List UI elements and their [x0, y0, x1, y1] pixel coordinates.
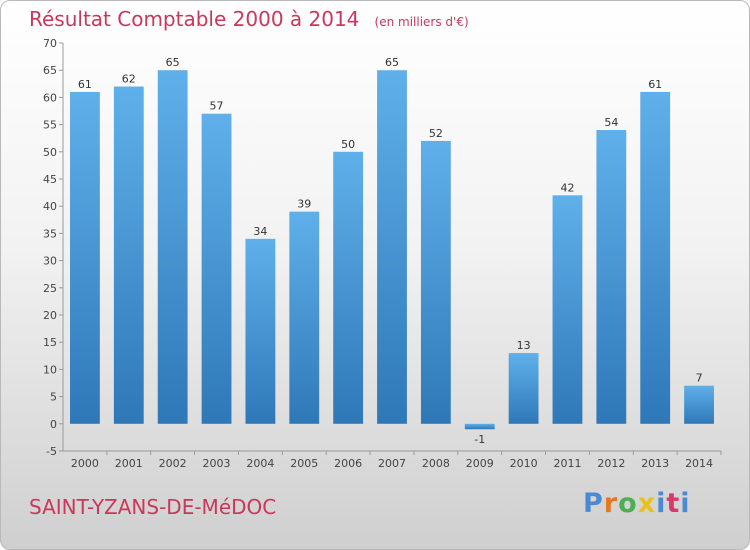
- y-tick-label: 40: [43, 200, 57, 213]
- bar-2006: [333, 151, 364, 424]
- y-tick-label: 10: [43, 363, 57, 376]
- data-label-2006: 50: [341, 138, 355, 151]
- x-tick-label-2004: 2004: [246, 457, 274, 470]
- data-label-2012: 54: [604, 116, 618, 129]
- bar-2013: [640, 91, 671, 424]
- axes: -5 0 5 10 15 20 25 30 35 40 45 50 55 60 65 70 2000 2001 20…: [43, 37, 722, 470]
- y-tick-label: 50: [43, 146, 57, 159]
- bar-2008: [420, 140, 451, 424]
- bar-2001: [113, 86, 144, 424]
- logo-letter: r: [603, 488, 619, 519]
- bar-2003: [201, 113, 232, 424]
- bar-2007: [377, 70, 407, 424]
- data-label-2001: 62: [122, 73, 136, 86]
- data-label-2004: 34: [253, 225, 267, 238]
- place-name: SAINT-YZANS-DE-MéDOC: [29, 495, 277, 519]
- data-label-2007: 65: [385, 56, 399, 69]
- bar-2014: [684, 385, 714, 424]
- data-label-2010: 13: [517, 339, 531, 352]
- data-label-2000: 61: [78, 78, 92, 91]
- x-tick-label-2002: 2002: [159, 457, 187, 470]
- bar-2012: [596, 130, 627, 424]
- y-tick-label: 60: [43, 91, 57, 104]
- x-tick-label-2010: 2010: [510, 457, 538, 470]
- y-tick-label: 25: [43, 282, 57, 295]
- bar-chart: -5 0 5 10 15 20 25 30 35 40 45 50 55 60 65 70 2000 2001 20…: [43, 37, 722, 470]
- logo-letter: t: [666, 488, 681, 519]
- logo-letter: i: [680, 488, 691, 519]
- x-tick-label-2007: 2007: [378, 457, 406, 470]
- data-label-2009: -1: [474, 433, 485, 446]
- x-tick-label-2001: 2001: [115, 457, 143, 470]
- data-label-2011: 42: [560, 181, 574, 194]
- y-tick-label: 15: [43, 336, 57, 349]
- y-tick-label: 20: [43, 309, 57, 322]
- x-tick-label-2003: 2003: [203, 457, 231, 470]
- data-label-2013: 61: [648, 78, 662, 91]
- bar-2004: [245, 238, 276, 424]
- bar-2009: [464, 423, 495, 430]
- bar-2000: [70, 91, 100, 424]
- y-tick-label: 30: [43, 255, 57, 268]
- data-labels: 61 62 65 57 34 39 50 65 52 -1 13 42 54 61 7: [78, 56, 703, 446]
- data-label-2005: 39: [297, 198, 311, 211]
- bar-2002: [157, 70, 188, 424]
- x-tick-label-2011: 2011: [553, 457, 581, 470]
- data-label-2003: 57: [210, 100, 224, 113]
- y-tick-label: 65: [43, 64, 57, 77]
- bar-2005: [289, 211, 320, 424]
- y-tick-label: 35: [43, 227, 57, 240]
- x-tick-label-2000: 2000: [71, 457, 99, 470]
- x-tick-label-2012: 2012: [597, 457, 625, 470]
- title-row: Résultat Comptable 2000 à 2014 (en milli…: [29, 7, 469, 31]
- x-tick-label-2005: 2005: [290, 457, 318, 470]
- x-tick-label-2008: 2008: [422, 457, 450, 470]
- bar-2010: [508, 353, 539, 424]
- x-tick-label-2014: 2014: [685, 457, 713, 470]
- logo-letter: P: [583, 488, 604, 519]
- y-tick-label: -5: [46, 445, 57, 458]
- data-label-2014: 7: [696, 372, 703, 385]
- proxiti-logo: Proxiti: [583, 488, 691, 519]
- x-tick-label-2006: 2006: [334, 457, 362, 470]
- logo-letter: i: [656, 488, 667, 519]
- logo-letter: x: [637, 488, 657, 519]
- bars: [70, 70, 714, 430]
- bar-2011: [552, 195, 583, 424]
- logo-letter: o: [618, 488, 638, 519]
- chart-unit: (en milliers d'€): [374, 15, 469, 29]
- chart-title: Résultat Comptable 2000 à 2014: [29, 7, 360, 31]
- y-tick-label: 45: [43, 173, 57, 186]
- x-tick-label-2013: 2013: [641, 457, 669, 470]
- x-tick-label-2009: 2009: [466, 457, 494, 470]
- data-label-2008: 52: [429, 127, 443, 140]
- y-tick-label: 5: [50, 391, 57, 404]
- y-tick-label: 70: [43, 37, 57, 50]
- data-label-2002: 65: [166, 56, 180, 69]
- y-tick-label: 0: [50, 418, 57, 431]
- y-tick-label: 55: [43, 119, 57, 132]
